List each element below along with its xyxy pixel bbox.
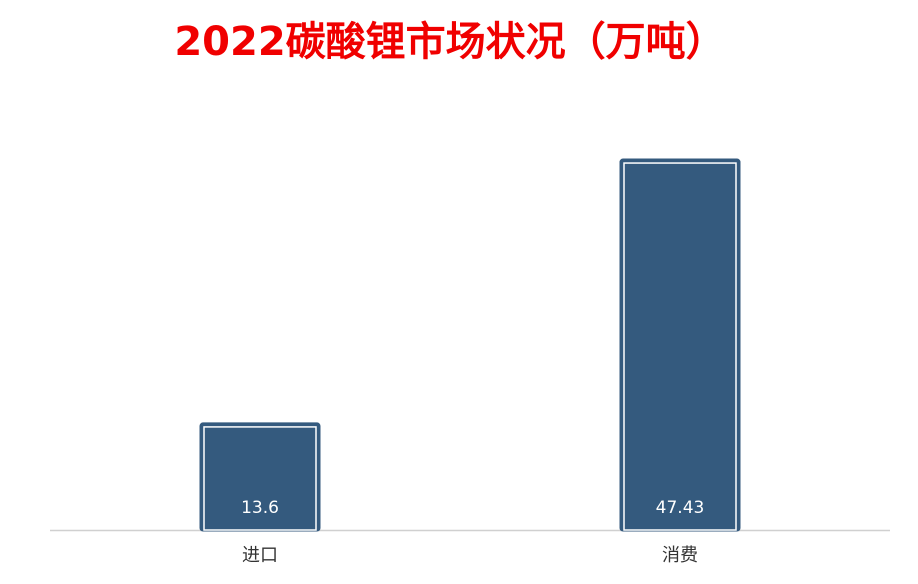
bar [619,158,741,532]
bar-inner-edge [623,162,737,531]
value-label: 47.43 [656,498,705,518]
x-tick-label: 消费 [662,545,698,566]
x-tick-label: 进口 [242,545,278,566]
chart-title: 2022碳酸锂市场状况（万吨） [174,19,725,65]
bar-inner-edge [203,426,317,531]
value-label: 13.6 [241,498,279,518]
